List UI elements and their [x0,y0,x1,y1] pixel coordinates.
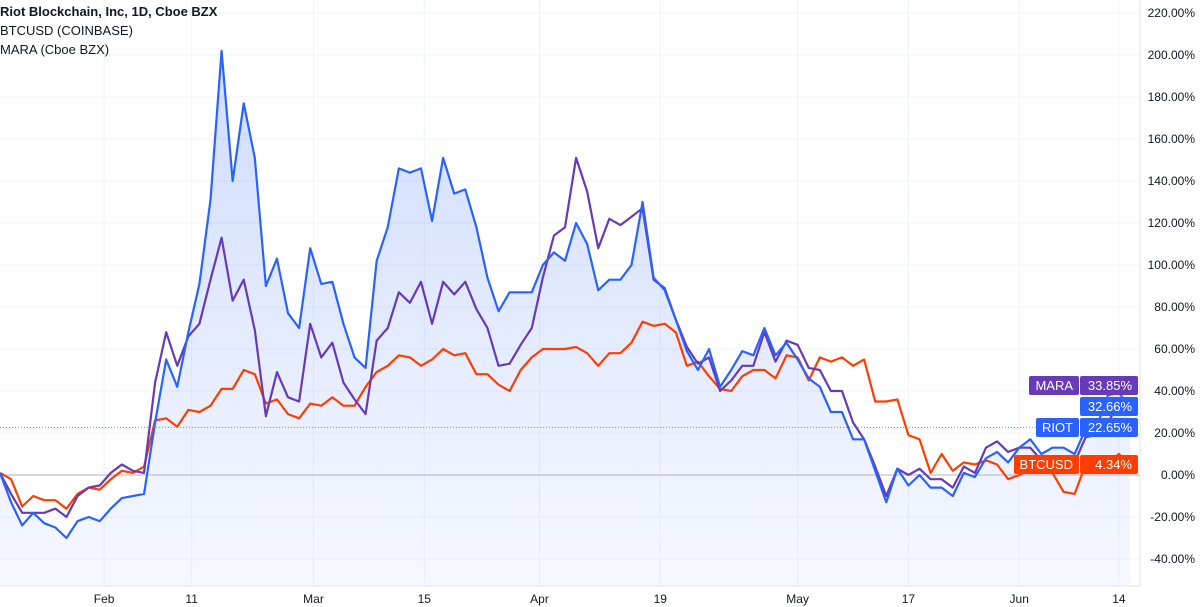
riot-area-fill [0,50,1130,587]
y-tick-label: 100.00% [1148,258,1196,272]
legend-compare-btcusd[interactable]: BTCUSD (COINBASE) [0,23,133,38]
y-tick-label: 160.00% [1148,132,1196,146]
y-tick-label: -40.00% [1150,552,1195,566]
riot-value-tag: 22.65% [1080,418,1138,437]
x-tick-label: 17 [902,592,916,606]
y-tick-label: 80.00% [1154,300,1195,314]
x-tick-label: Apr [530,592,549,606]
price-axis[interactable]: 220.00% 200.00% 180.00% 160.00% 140.00% 120.0… [1148,6,1196,566]
y-tick-label: -20.00% [1150,510,1195,524]
riot-name-tag: RIOT [1035,418,1079,437]
mara-name-tag: MARA [1029,376,1079,395]
x-tick-label: Mar [303,592,324,606]
y-tick-label: 60.00% [1154,342,1195,356]
y-tick-label: 40.00% [1154,384,1195,398]
x-tick-label: May [786,592,809,606]
y-tick-label: 200.00% [1148,48,1196,62]
y-tick-label: 180.00% [1148,90,1196,104]
legend-main-symbol[interactable]: Riot Blockchain, Inc, 1D, Cboe BZX [0,4,218,19]
x-tick-label: 14 [1112,592,1126,606]
y-tick-label: 120.00% [1148,216,1196,230]
x-tick-label: 19 [654,592,668,606]
riot-last-value-tag: 32.66% [1080,397,1138,416]
btcusd-value-tag: 4.34% [1080,455,1138,474]
btcusd-name-tag: BTCUSD [1013,455,1079,474]
y-tick-label: 0.00% [1161,468,1195,482]
mara-value-tag: 33.85% [1080,376,1138,395]
y-tick-label: 220.00% [1148,6,1196,20]
x-tick-label: Jun [1010,592,1029,606]
series-layer [0,49,1140,587]
x-tick-label: 15 [418,592,432,606]
legend-compare-mara[interactable]: MARA (Cboe BZX) [0,42,110,57]
y-tick-label: 140.00% [1148,174,1196,188]
time-axis[interactable]: Feb 11 Mar 15 Apr 19 May 17 Jun 14 [94,592,1126,606]
x-tick-label: Feb [94,592,115,606]
y-tick-label: 20.00% [1154,426,1195,440]
x-tick-label: 11 [185,592,198,606]
legend: Riot Blockchain, Inc, 1D, Cboe BZX BTCUS… [0,2,217,59]
